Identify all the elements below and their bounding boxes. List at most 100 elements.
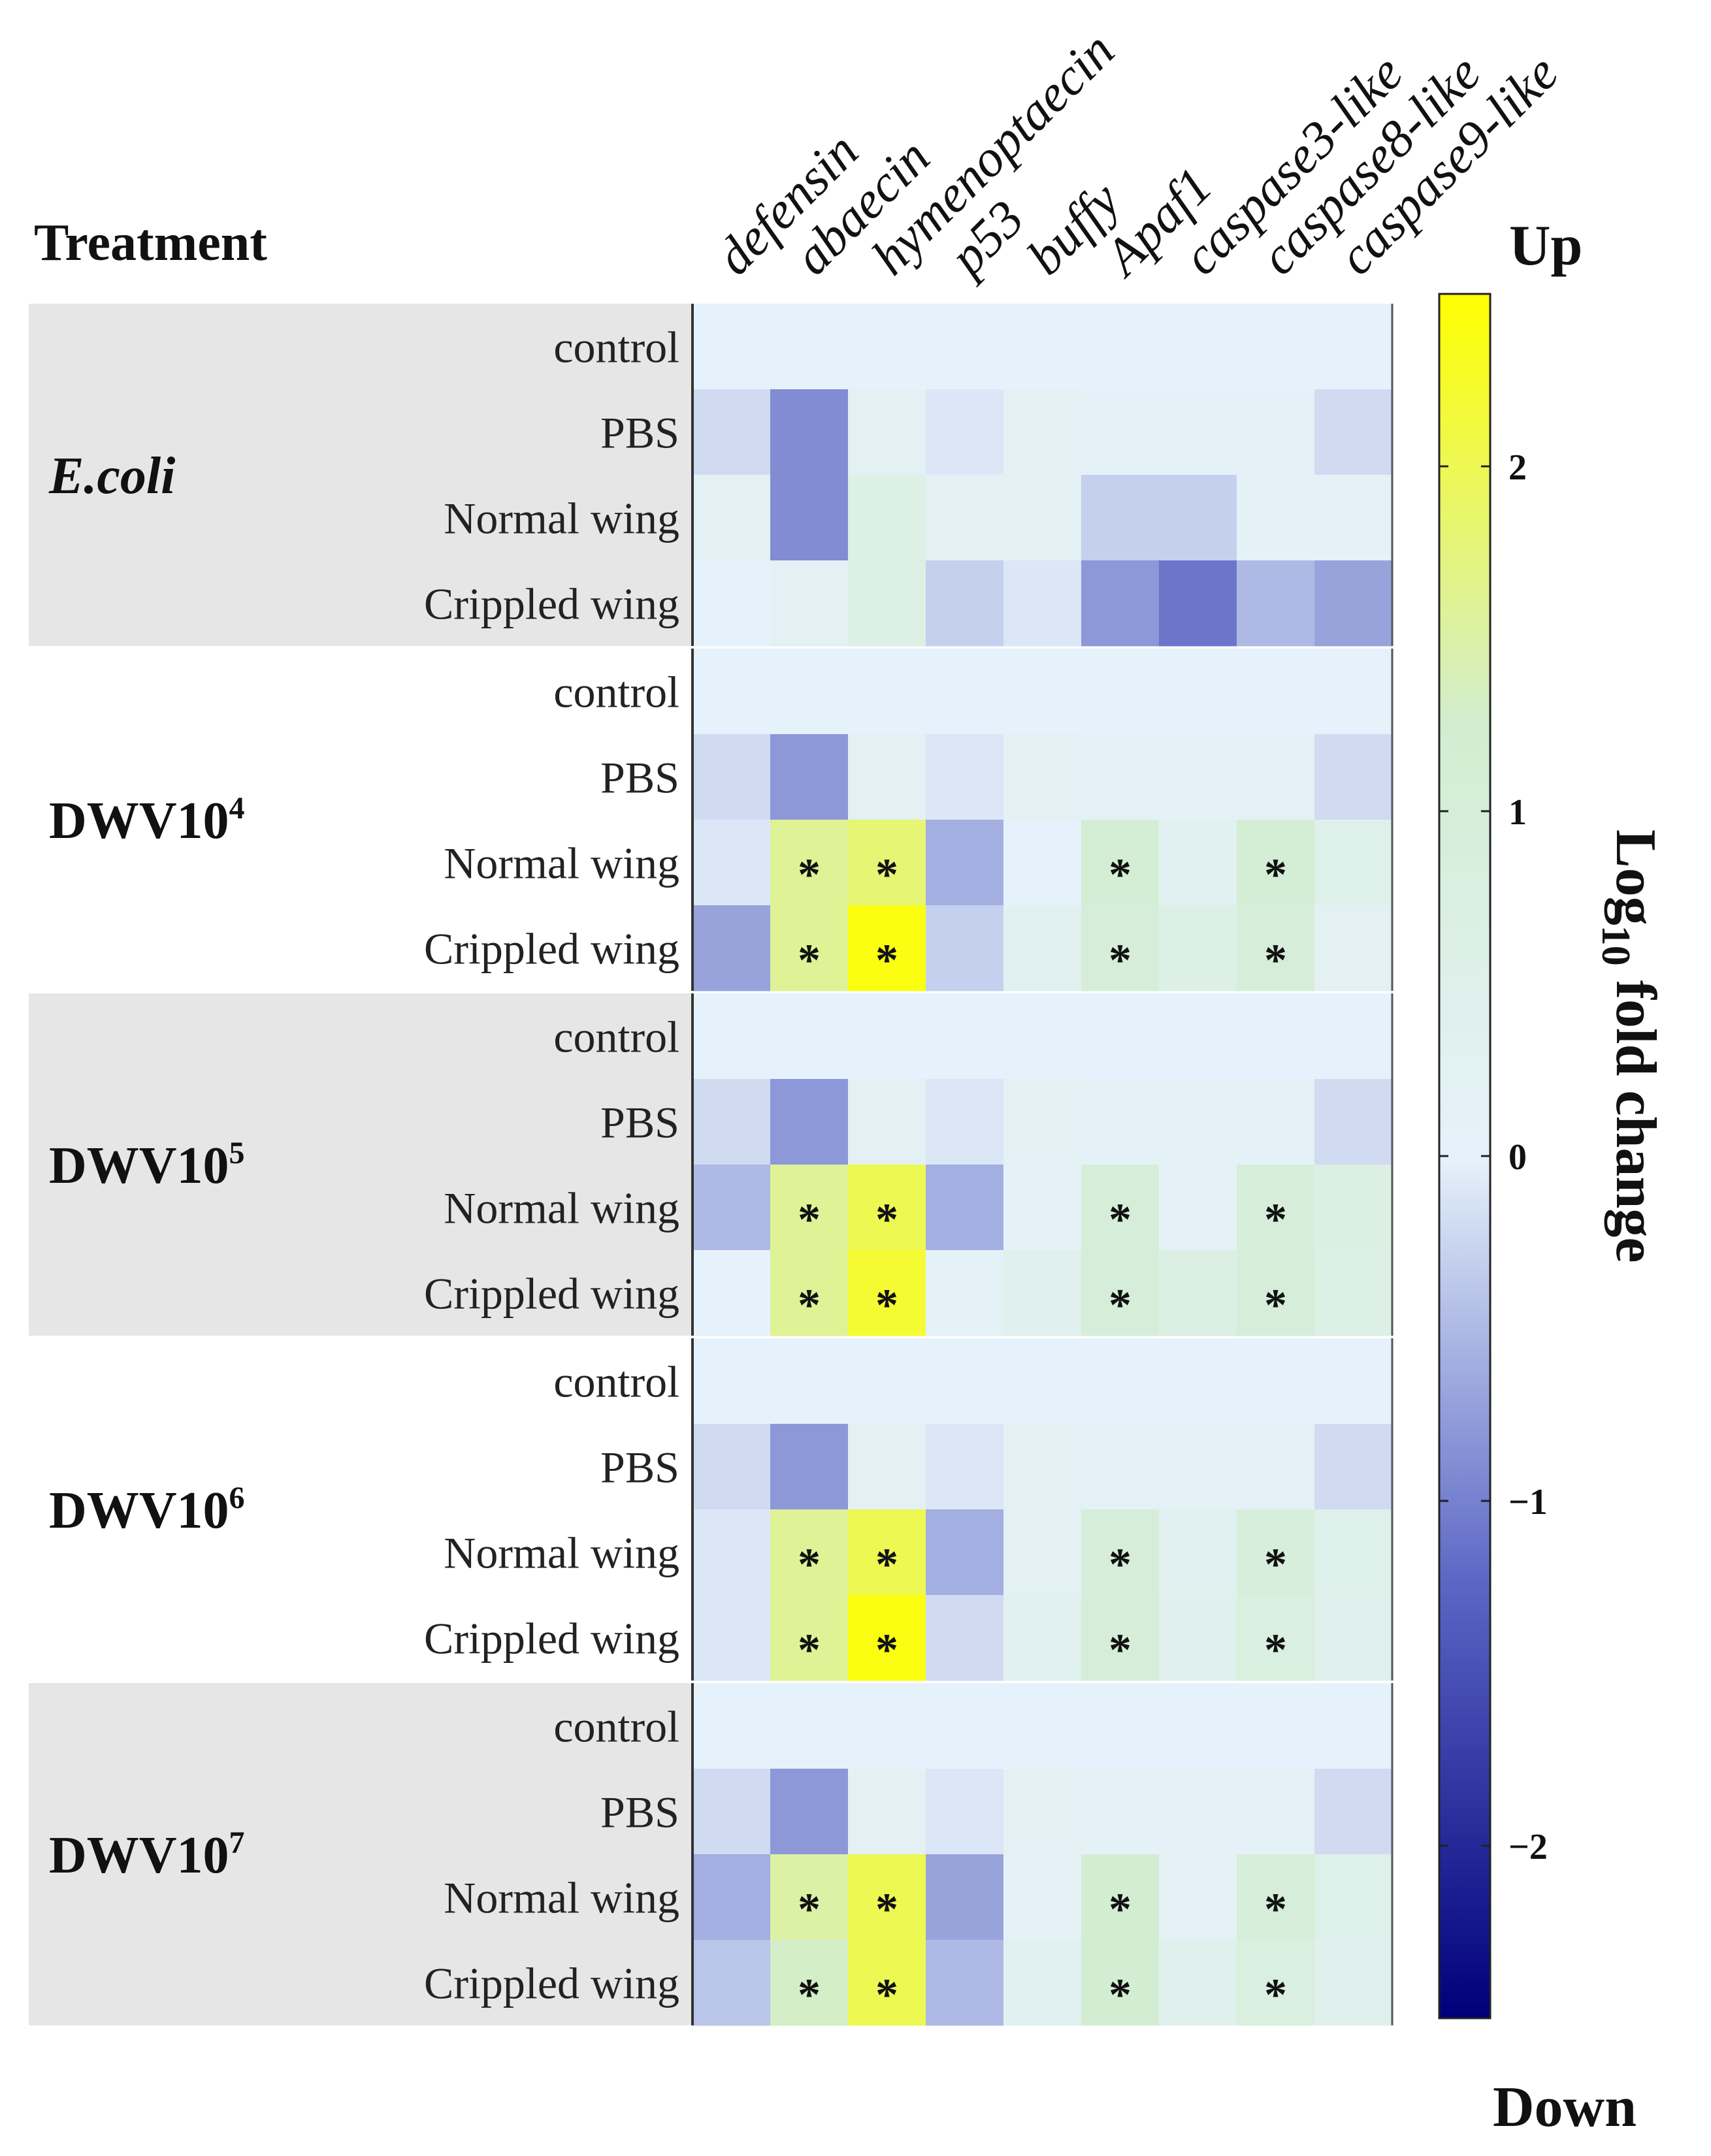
heatmap-cell — [693, 389, 771, 475]
heatmap-cell — [1314, 1424, 1393, 1510]
heatmap-cell — [1003, 820, 1082, 906]
row-label: Crippled wing — [424, 1269, 679, 1319]
heatmap-cell — [1003, 1683, 1082, 1769]
heatmap-cell — [770, 993, 849, 1080]
group-label-exponent: 5 — [229, 1136, 245, 1170]
significance-marker: * — [875, 1281, 898, 1331]
heatmap-cell — [693, 1165, 771, 1251]
heatmap-cell — [770, 1509, 849, 1596]
significance-marker: * — [1264, 1971, 1287, 2021]
heatmap-cell — [1237, 1769, 1315, 1855]
heatmap-cell — [1081, 560, 1160, 647]
heatmap-cell — [848, 1509, 926, 1596]
heatmap-cell — [1081, 1769, 1160, 1855]
heatmap-cell — [693, 1509, 771, 1596]
group-label-base: DWV10 — [49, 1482, 229, 1539]
heatmap-cell — [848, 1769, 926, 1855]
row-label: Normal wing — [444, 1183, 679, 1233]
heatmap-cell — [1159, 389, 1237, 475]
heatmap-cell — [1314, 475, 1393, 561]
heatmap-cell — [1314, 1250, 1393, 1336]
heatmap-cell — [1081, 475, 1160, 561]
heatmap-cell — [770, 1250, 849, 1336]
heatmap-cell — [848, 1079, 926, 1165]
heatmap-cell — [1314, 1079, 1393, 1165]
significance-marker: * — [1264, 1626, 1287, 1676]
significance-marker: * — [875, 1195, 898, 1246]
row-label: PBS — [600, 753, 679, 803]
heatmap-cell — [1314, 560, 1393, 647]
significance-marker: * — [1109, 1195, 1132, 1246]
heatmap-cell — [848, 560, 926, 647]
heatmap-cell — [1237, 304, 1315, 390]
row-label: control — [553, 1012, 679, 1062]
heatmap-cell — [1314, 1338, 1393, 1424]
group-label: DWV105 — [49, 1136, 245, 1195]
group-label: DWV104 — [49, 791, 245, 850]
heatmap-cell — [693, 734, 771, 820]
heatmap-cell — [1237, 1683, 1315, 1769]
heatmap-cell — [1314, 304, 1393, 390]
heatmap-cell — [770, 389, 849, 475]
row-label: control — [553, 668, 679, 717]
heatmap-cell — [693, 1683, 771, 1769]
heatmap-cell — [1237, 1940, 1315, 2026]
group-background-layer — [29, 304, 693, 2025]
heatmap-cell — [848, 389, 926, 475]
heatmap-cell — [693, 649, 771, 735]
heatmap-cell — [1081, 993, 1160, 1080]
heatmap-cell — [693, 1338, 771, 1424]
significance-marker: * — [798, 1971, 821, 2021]
heatmap-cell — [1237, 734, 1315, 820]
heatmap-cell — [1081, 734, 1160, 820]
group-shading — [29, 993, 693, 1336]
colorbar-title-rest: fold change — [1604, 966, 1667, 1263]
heatmap-cell — [1237, 1854, 1315, 1940]
heatmap-cell — [848, 649, 926, 735]
group-label-exponent: 6 — [229, 1481, 245, 1515]
colorbar-tick-label: 2 — [1508, 447, 1527, 488]
heatmap-cell — [1237, 1165, 1315, 1251]
heatmap-cell — [693, 1595, 771, 1681]
heatmap-cell — [1081, 1940, 1160, 2026]
heatmap-cell — [1237, 1079, 1315, 1165]
heatmap-cell — [1237, 649, 1315, 735]
significance-marker: * — [875, 1885, 898, 1935]
heatmap-cell — [693, 1250, 771, 1336]
significance-marker: * — [875, 850, 898, 901]
heatmap-cell — [1159, 734, 1237, 820]
heatmap-cell — [1159, 1079, 1237, 1165]
significance-marker: * — [1109, 1281, 1132, 1331]
significance-marker: * — [875, 1626, 898, 1676]
row-label: PBS — [600, 1443, 679, 1492]
heatmap-cell — [1237, 1424, 1315, 1510]
heatmap-cell — [1159, 993, 1237, 1080]
heatmap-cell — [693, 820, 771, 906]
heatmap-cell — [1003, 475, 1082, 561]
heatmap-cell — [1314, 1509, 1393, 1596]
heatmap-cell — [926, 1595, 1004, 1681]
significance-marker: * — [1109, 936, 1132, 986]
significance-marker: * — [798, 1885, 821, 1935]
group-label-base: DWV10 — [49, 792, 229, 850]
heatmap-cell — [926, 1683, 1004, 1769]
heatmap-cell — [1237, 1250, 1315, 1336]
heatmap-cell — [926, 1940, 1004, 2026]
heatmap-cell — [1159, 1250, 1237, 1336]
heatmap-cell — [770, 820, 849, 906]
heatmap-cell — [1003, 1595, 1082, 1681]
heatmap-cell — [926, 1854, 1004, 1940]
treatment-header: Treatment — [34, 214, 267, 272]
heatmap-frame — [691, 304, 1393, 2025]
group-label-exponent: 4 — [229, 791, 245, 826]
heatmap-cell — [926, 993, 1004, 1080]
heatmap-cell — [770, 1595, 849, 1681]
colorbar-down-label: Down — [1493, 2076, 1637, 2139]
group-label-exponent: 7 — [229, 1826, 245, 1860]
heatmap-cell — [770, 649, 849, 735]
row-label: PBS — [600, 1788, 679, 1837]
heatmap-cell — [1314, 389, 1393, 475]
heatmap-cell — [1159, 1940, 1237, 2026]
heatmap-cell — [770, 905, 849, 991]
